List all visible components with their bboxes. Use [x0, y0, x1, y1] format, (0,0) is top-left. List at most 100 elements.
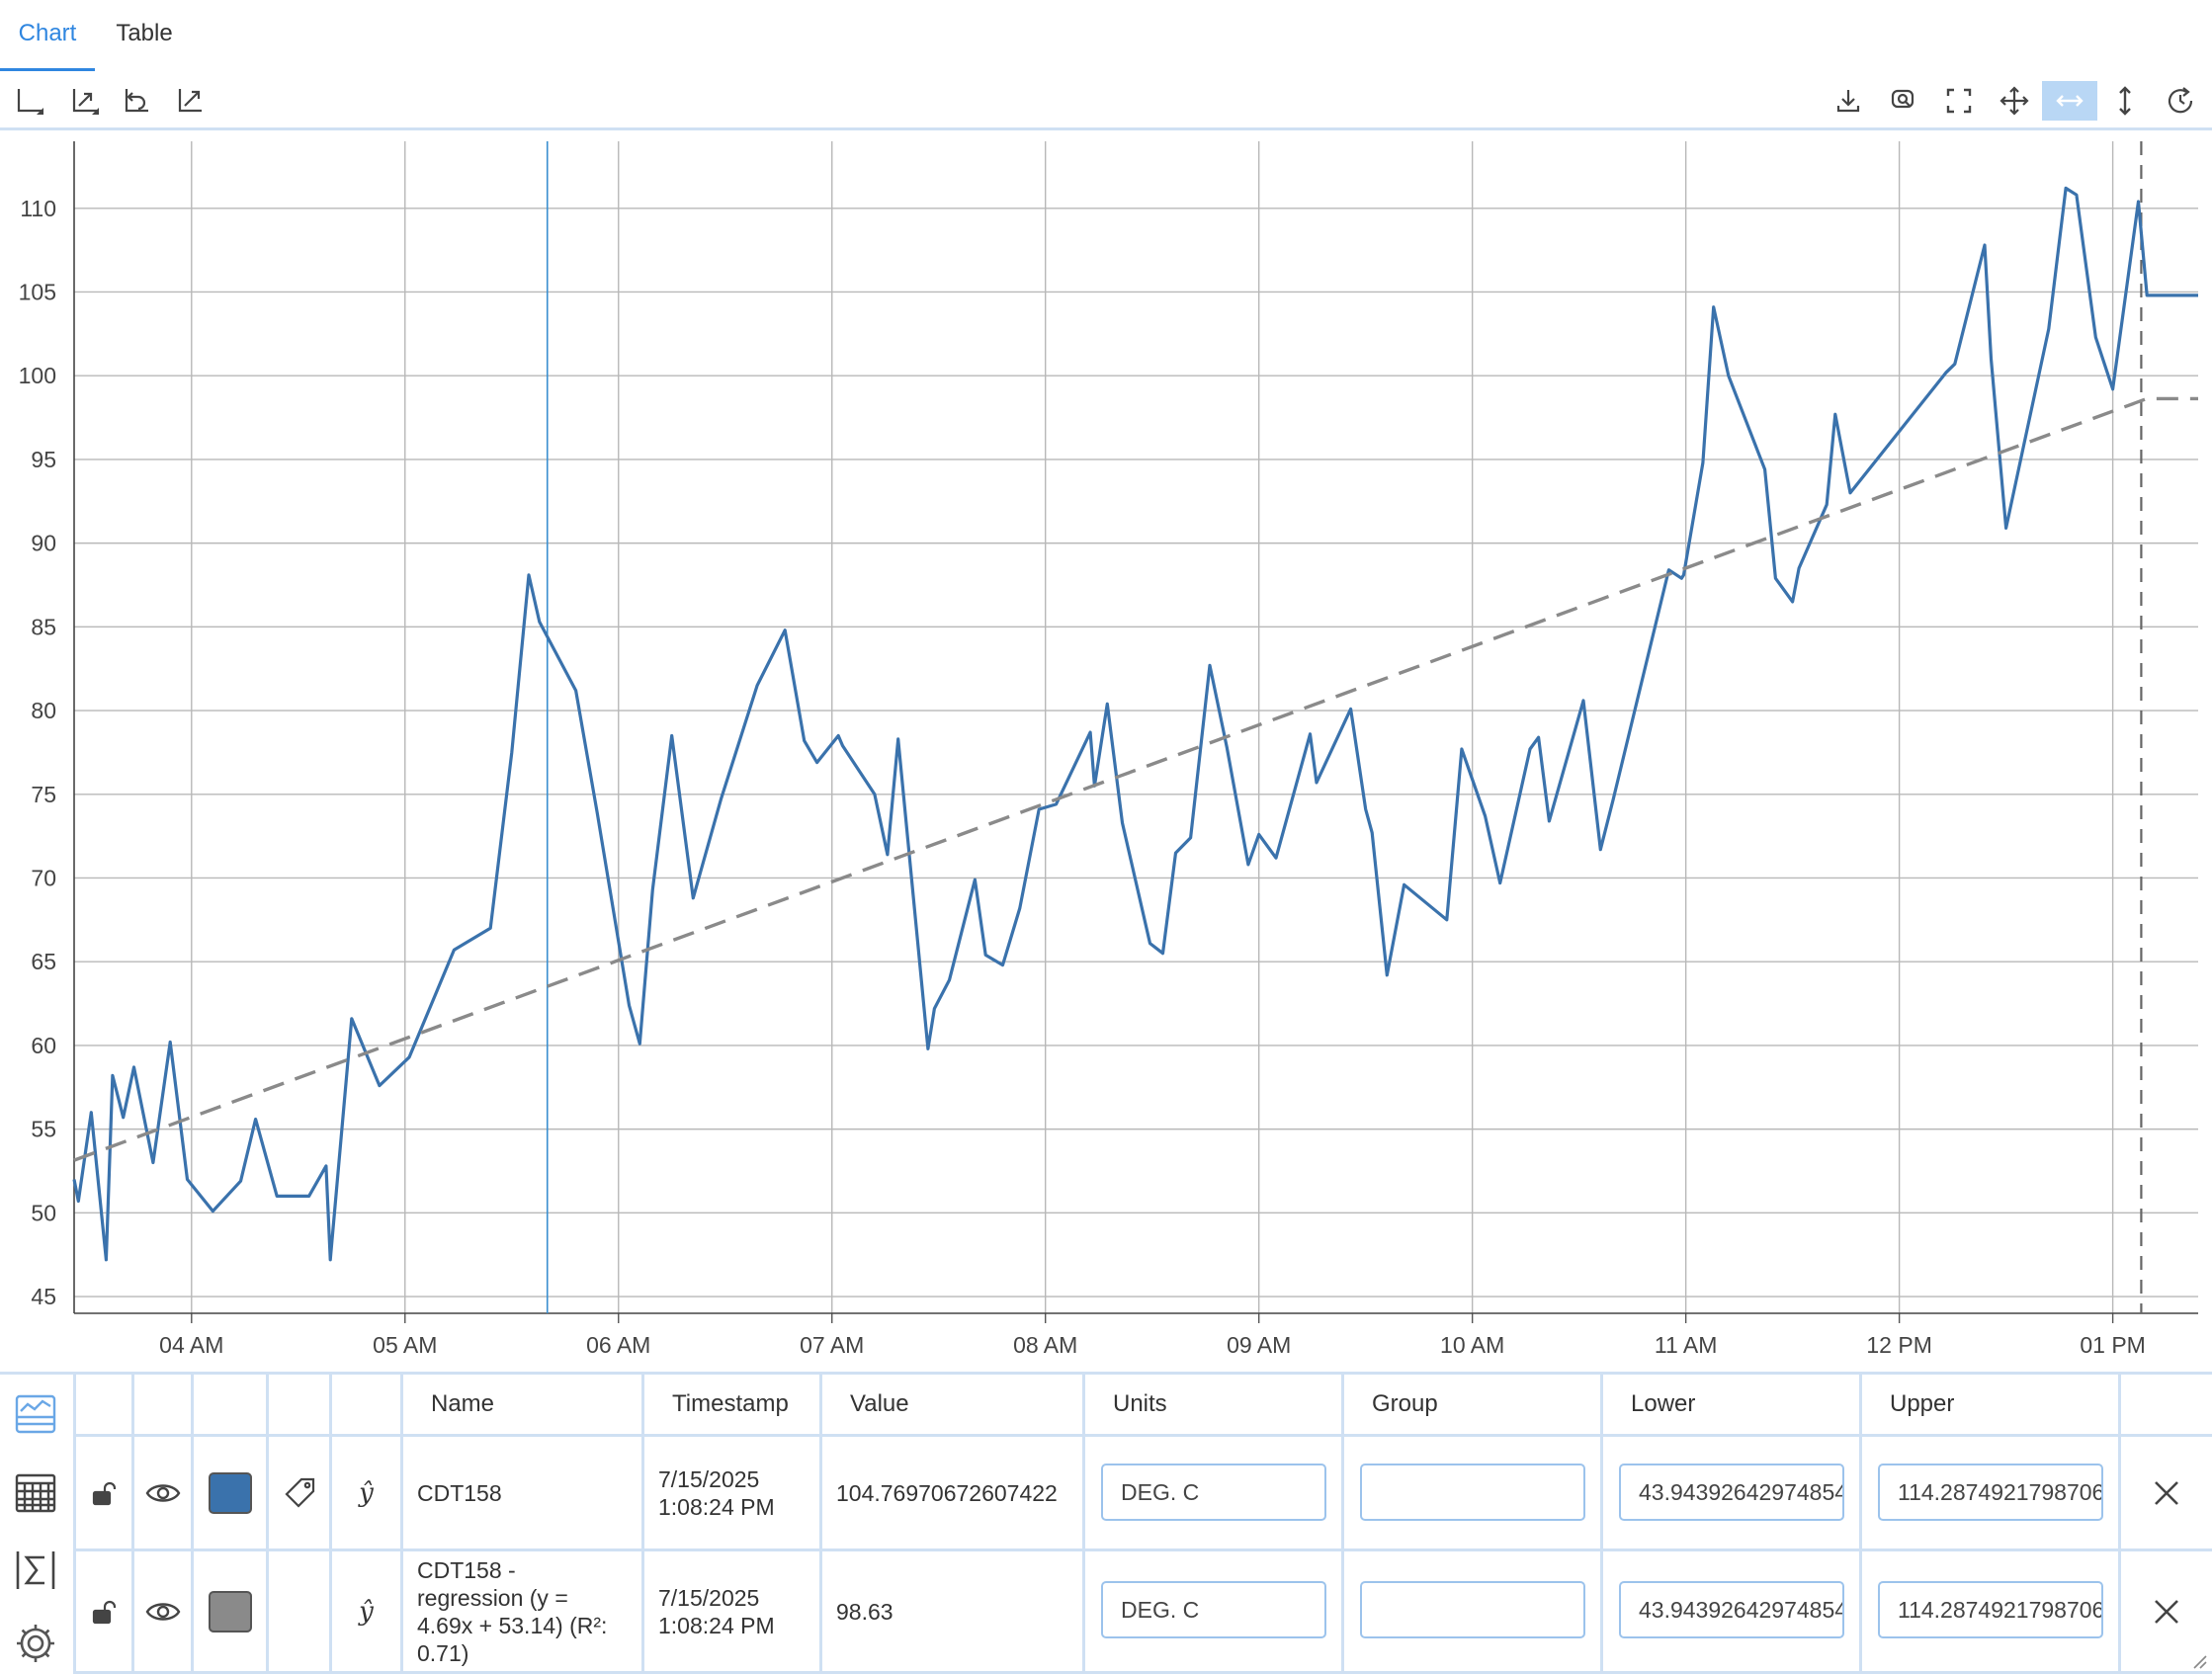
pan-icon[interactable] — [1989, 81, 2040, 121]
x-tick-label: 07 AM — [800, 1332, 864, 1358]
y-tick-label: 95 — [31, 447, 56, 472]
upper-field[interactable]: 114.28749217987061 — [1878, 1581, 2103, 1638]
tab-chart[interactable]: Chart — [0, 0, 95, 71]
header-timestamp[interactable]: Timestamp — [644, 1375, 822, 1437]
y-tick-label: 90 — [31, 531, 56, 556]
download-icon[interactable] — [1823, 81, 1874, 121]
series-color-swatch[interactable] — [194, 1437, 269, 1551]
header-lock — [73, 1375, 134, 1437]
pan-vertical-icon[interactable] — [2099, 81, 2151, 121]
header-lower[interactable]: Lower — [1603, 1375, 1862, 1437]
header-tag — [269, 1375, 332, 1437]
lock-icon[interactable] — [73, 1551, 134, 1674]
group-cell — [1344, 1437, 1603, 1551]
upper-cell: 114.28749217987061 — [1862, 1551, 2121, 1674]
series-value: 104.76970672607422 — [822, 1437, 1085, 1551]
legend-sidebar — [0, 1375, 73, 1674]
y-tick-label: 65 — [31, 949, 56, 974]
y-tick-label: 60 — [31, 1033, 56, 1058]
timestamp-time: 1:08:24 PM — [658, 1612, 775, 1638]
x-tick-label: 11 AM — [1655, 1332, 1718, 1358]
remove-series-icon[interactable] — [2121, 1437, 2212, 1551]
trend-chart-svg[interactable]: 45 50 55 60 65 70 75 80 85 90 95 100 105 110 04 AM 05 A… — [0, 133, 2212, 1374]
fullscreen-icon[interactable] — [1933, 81, 1985, 121]
series-name: CDT158 - regression (y = 4.69x + 53.14) … — [403, 1551, 644, 1674]
sigma-icon[interactable] — [10, 1545, 61, 1596]
name-line: 4.69x + 53.14) (R²: — [417, 1612, 608, 1638]
lower-cell: 43.94392642974854 — [1603, 1551, 1862, 1674]
upper-field[interactable]: 114.28749217987061 — [1878, 1464, 2103, 1521]
series-color-swatch[interactable] — [194, 1551, 269, 1674]
header-units[interactable]: Units — [1085, 1375, 1344, 1437]
lower-field[interactable]: 43.94392642974854 — [1619, 1581, 1844, 1638]
eye-icon[interactable] — [134, 1437, 194, 1551]
x-tick-label: 10 AM — [1440, 1332, 1504, 1358]
y-tick-label: 55 — [31, 1117, 56, 1142]
header-upper[interactable]: Upper — [1862, 1375, 2121, 1437]
settings-gear-icon[interactable] — [10, 1618, 61, 1669]
y-tick-label: 80 — [31, 698, 56, 723]
group-field[interactable] — [1360, 1464, 1585, 1521]
header-visibility — [134, 1375, 194, 1437]
lower-cell: 43.94392642974854 — [1603, 1437, 1862, 1551]
group-field[interactable] — [1360, 1581, 1585, 1638]
chart-toolbar — [0, 77, 2212, 130]
header-group[interactable]: Group — [1344, 1375, 1603, 1437]
name-line: CDT158 - — [417, 1556, 516, 1583]
x-tick-label: 12 PM — [1866, 1332, 1931, 1358]
header-color — [194, 1375, 269, 1437]
y-tick-label: 75 — [31, 782, 56, 807]
undo-zoom-icon[interactable] — [111, 81, 162, 121]
header-value[interactable]: Value — [822, 1375, 1085, 1437]
upper-cell: 114.28749217987061 — [1862, 1437, 2121, 1551]
remove-series-icon[interactable] — [2121, 1551, 2212, 1674]
trend-chart[interactable]: 45 50 55 60 65 70 75 80 85 90 95 100 105 110 04 AM 05 A… — [0, 133, 2212, 1374]
tag-icon[interactable] — [269, 1437, 332, 1551]
timestamp-date: 7/15/2025 — [658, 1584, 760, 1611]
legend-panel: Name Timestamp Value Units Group Lower U… — [0, 1372, 2212, 1674]
tab-table[interactable]: Table — [116, 20, 173, 46]
resize-handle-icon[interactable] — [2190, 1652, 2208, 1670]
series-timestamp: 7/15/2025 1:08:24 PM — [644, 1437, 822, 1551]
header-name[interactable]: Name — [403, 1375, 644, 1437]
trend-chart-icon[interactable] — [10, 1388, 61, 1440]
timestamp-time: 1:08:24 PM — [658, 1493, 775, 1520]
estimate-icon[interactable]: ŷ — [332, 1551, 403, 1674]
y-tick-label: 110 — [20, 196, 56, 221]
reset-icon[interactable] — [2155, 81, 2206, 121]
x-tick-label: 06 AM — [586, 1332, 650, 1358]
series-value: 98.63 — [822, 1551, 1085, 1674]
series-name: CDT158 — [403, 1437, 644, 1551]
x-tick-label: 09 AM — [1227, 1332, 1291, 1358]
table-grid-icon[interactable] — [10, 1467, 61, 1519]
y-tick-label: 45 — [31, 1284, 56, 1309]
pan-horizontal-icon[interactable] — [2042, 81, 2097, 121]
units-field[interactable]: DEG. C — [1101, 1464, 1326, 1521]
x-tick-label: 01 PM — [2080, 1332, 2145, 1358]
group-cell — [1344, 1551, 1603, 1674]
legend-grid: Name Timestamp Value Units Group Lower U… — [73, 1375, 2212, 1674]
x-tick-label: 08 AM — [1013, 1332, 1077, 1358]
zoom-icon[interactable] — [1878, 81, 1929, 121]
series-line-cdt158 — [72, 186, 2198, 1262]
axis-select-icon[interactable] — [4, 81, 55, 121]
y-tick-label: 70 — [31, 865, 56, 890]
zoom-box-icon[interactable] — [59, 81, 111, 121]
header-estimate — [332, 1375, 403, 1437]
y-tick-label: 105 — [19, 279, 56, 304]
lower-field[interactable]: 43.94392642974854 — [1619, 1464, 1844, 1521]
name-line: 0.71) — [417, 1639, 469, 1666]
units-cell: DEG. C — [1085, 1551, 1344, 1674]
y-tick-label: 85 — [31, 614, 56, 639]
view-tabs: Chart Table — [0, 0, 2212, 71]
y-tick-label: 50 — [31, 1200, 56, 1225]
units-cell: DEG. C — [1085, 1437, 1344, 1551]
series-timestamp: 7/15/2025 1:08:24 PM — [644, 1551, 822, 1674]
autoscale-icon[interactable] — [164, 81, 215, 121]
x-tick-label: 05 AM — [373, 1332, 437, 1358]
header-remove — [2121, 1375, 2212, 1437]
units-field[interactable]: DEG. C — [1101, 1581, 1326, 1638]
eye-icon[interactable] — [134, 1551, 194, 1674]
estimate-icon[interactable]: ŷ — [332, 1437, 403, 1551]
lock-icon[interactable] — [73, 1437, 134, 1551]
